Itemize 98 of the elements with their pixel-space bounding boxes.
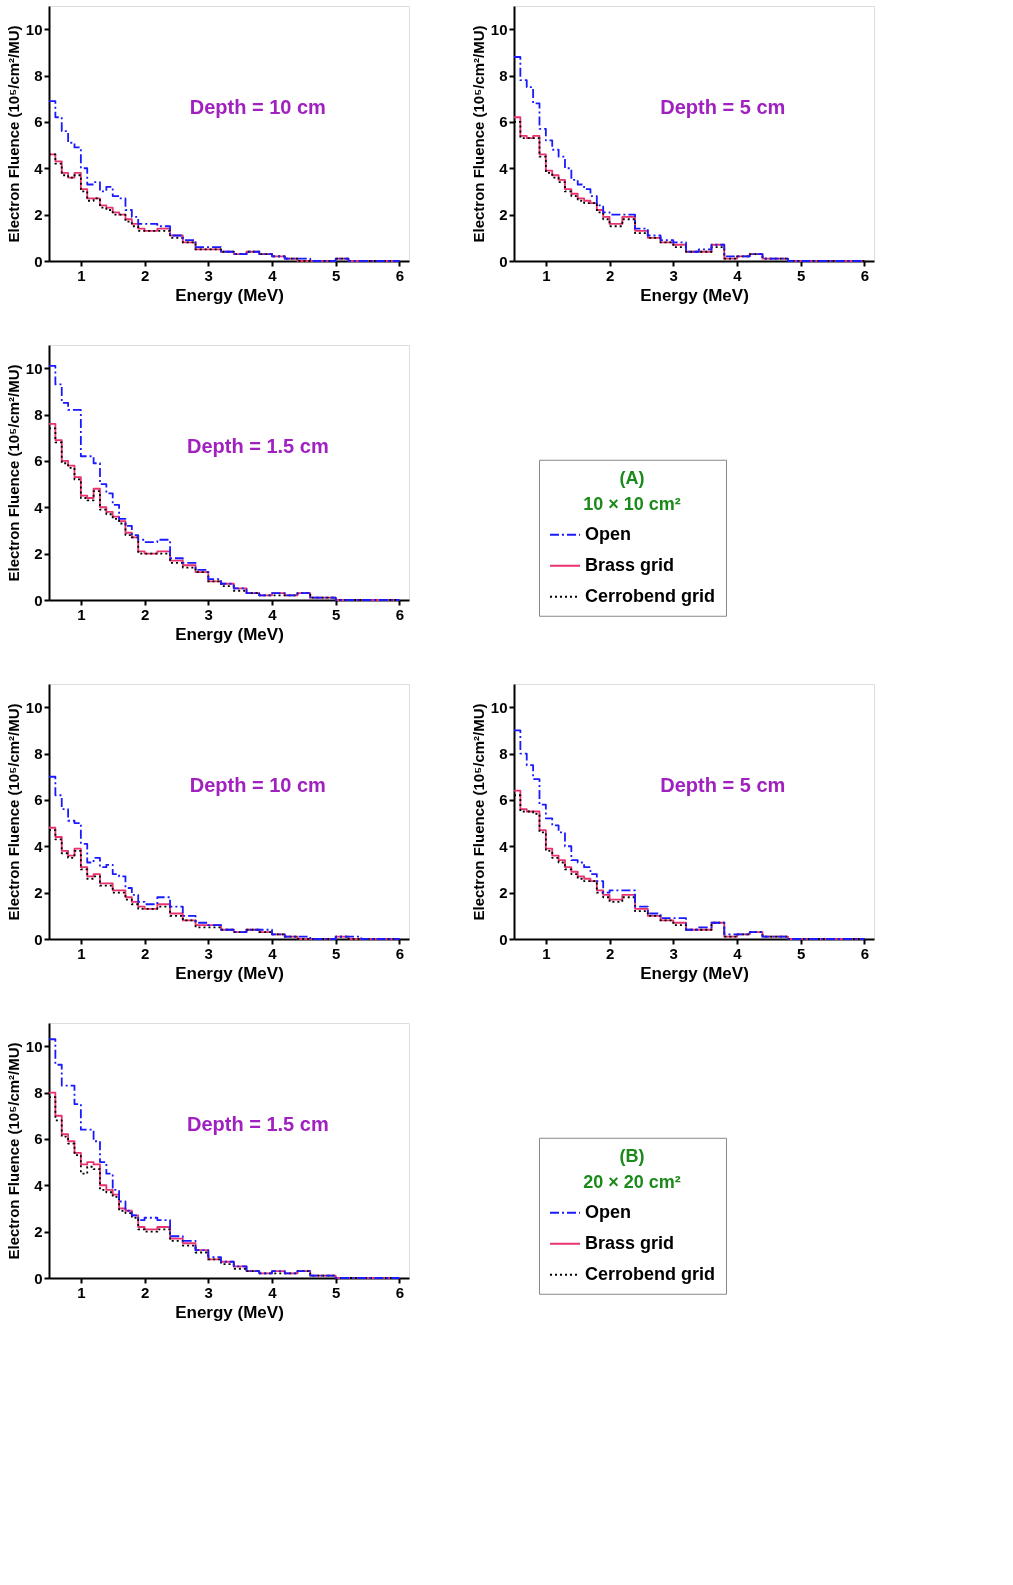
annotation: Depth = 10 cm — [189, 96, 326, 118]
y-tick-label: 10 — [25, 20, 43, 38]
x-tick-label: 4 — [268, 1283, 278, 1301]
y-tick-label: 4 — [34, 159, 44, 177]
x-axis-title: Energy (MeV) — [175, 624, 284, 644]
y-tick-label: 2 — [34, 884, 43, 902]
y-axis-title: Electron Fluence (10⁵/cm²/MU) — [469, 703, 487, 921]
y-tick-label: 10 — [490, 698, 508, 716]
y-tick-label: 2 — [34, 1223, 43, 1241]
y-tick-label: 6 — [34, 791, 43, 809]
y-tick-label: 8 — [499, 67, 508, 85]
legend-title: (A) 10 × 10 cm² — [583, 467, 681, 514]
x-axis-title: Energy (MeV) — [175, 963, 284, 983]
x-axis-title: Energy (MeV) — [640, 285, 749, 305]
x-tick-label: 4 — [733, 266, 743, 284]
x-tick-label: 5 — [797, 266, 806, 284]
y-tick-label: 4 — [34, 837, 44, 855]
legend-label: Brass grid — [585, 554, 675, 575]
y-axis-title: Electron Fluence (10⁵/cm²/MU) — [4, 703, 22, 921]
x-tick-label: 4 — [268, 944, 278, 962]
y-tick-label: 2 — [499, 884, 508, 902]
y-tick-label: 8 — [34, 406, 43, 424]
y-tick-label: 4 — [499, 159, 509, 177]
x-tick-label: 5 — [332, 1283, 341, 1301]
x-axis-title: Energy (MeV) — [640, 963, 749, 983]
legend-label: Open — [585, 523, 632, 544]
x-tick-label: 2 — [140, 944, 150, 962]
y-tick-label: 10 — [490, 20, 508, 38]
x-tick-label: 6 — [395, 1283, 405, 1301]
x-tick-label: 6 — [395, 266, 405, 284]
y-tick-label: 2 — [34, 206, 43, 224]
x-tick-label: 3 — [204, 605, 213, 623]
x-tick-label: 5 — [797, 944, 806, 962]
y-tick-label: 6 — [34, 113, 43, 131]
annotation: Depth = 5 cm — [660, 774, 786, 796]
y-tick-label: 8 — [499, 745, 508, 763]
x-tick-label: 6 — [395, 605, 405, 623]
x-tick-label: 3 — [669, 944, 678, 962]
x-tick-label: 2 — [140, 605, 150, 623]
y-tick-label: 10 — [25, 359, 43, 377]
y-axis-title: Electron Fluence (10⁵/cm²/MU) — [4, 364, 22, 582]
x-tick-label: 1 — [77, 944, 86, 962]
y-tick-label: 0 — [499, 252, 508, 270]
x-tick-label: 6 — [860, 266, 870, 284]
y-tick-label: 6 — [499, 113, 508, 131]
y-tick-label: 8 — [34, 745, 43, 763]
x-tick-label: 1 — [77, 1283, 86, 1301]
y-tick-label: 4 — [499, 837, 509, 855]
x-tick-label: 5 — [332, 605, 341, 623]
x-tick-label: 4 — [268, 266, 278, 284]
annotation: Depth = 1.5 cm — [186, 435, 329, 457]
x-tick-label: 5 — [332, 944, 341, 962]
x-tick-label: 1 — [77, 266, 86, 284]
x-tick-label: 6 — [395, 944, 405, 962]
y-tick-label: 6 — [34, 452, 43, 470]
x-tick-label: 2 — [605, 266, 615, 284]
legend-label: Open — [585, 1201, 632, 1222]
legend-label: Cerrobend grid — [585, 1263, 716, 1284]
annotation: Depth = 10 cm — [189, 774, 326, 796]
y-tick-label: 2 — [499, 206, 508, 224]
y-axis-title: Electron Fluence (10⁵/cm²/MU) — [4, 25, 22, 243]
x-axis-title: Energy (MeV) — [175, 1302, 284, 1322]
x-tick-label: 3 — [204, 944, 213, 962]
y-tick-label: 0 — [34, 930, 43, 948]
y-tick-label: 0 — [34, 252, 43, 270]
x-axis-title: Energy (MeV) — [175, 285, 284, 305]
x-tick-label: 5 — [332, 266, 341, 284]
y-tick-label: 8 — [34, 1084, 43, 1102]
legend-title: (B) 20 × 20 cm² — [583, 1145, 681, 1192]
y-tick-label: 4 — [34, 1176, 44, 1194]
annotation: Depth = 1.5 cm — [186, 1113, 329, 1135]
x-tick-label: 4 — [733, 944, 743, 962]
y-axis-title: Electron Fluence (10⁵/cm²/MU) — [469, 25, 487, 243]
y-tick-label: 0 — [34, 591, 43, 609]
x-tick-label: 2 — [140, 266, 150, 284]
y-tick-label: 4 — [34, 498, 44, 516]
x-tick-label: 3 — [669, 266, 678, 284]
x-tick-label: 2 — [605, 944, 615, 962]
y-tick-label: 2 — [34, 545, 43, 563]
annotation: Depth = 5 cm — [660, 96, 786, 118]
x-tick-label: 2 — [140, 1283, 150, 1301]
legend-label: Brass grid — [585, 1232, 675, 1253]
x-tick-label: 3 — [204, 1283, 213, 1301]
x-tick-label: 3 — [204, 266, 213, 284]
y-tick-label: 0 — [34, 1269, 43, 1287]
x-tick-label: 1 — [542, 944, 551, 962]
x-tick-label: 6 — [860, 944, 870, 962]
y-tick-label: 10 — [25, 698, 43, 716]
y-tick-label: 6 — [499, 791, 508, 809]
y-axis-title: Electron Fluence (10⁵/cm²/MU) — [4, 1042, 22, 1260]
x-tick-label: 1 — [77, 605, 86, 623]
y-tick-label: 8 — [34, 67, 43, 85]
legend-label: Cerrobend grid — [585, 585, 716, 606]
y-tick-label: 10 — [25, 1037, 43, 1055]
x-tick-label: 4 — [268, 605, 278, 623]
y-tick-label: 0 — [499, 930, 508, 948]
x-tick-label: 1 — [542, 266, 551, 284]
y-tick-label: 6 — [34, 1130, 43, 1148]
